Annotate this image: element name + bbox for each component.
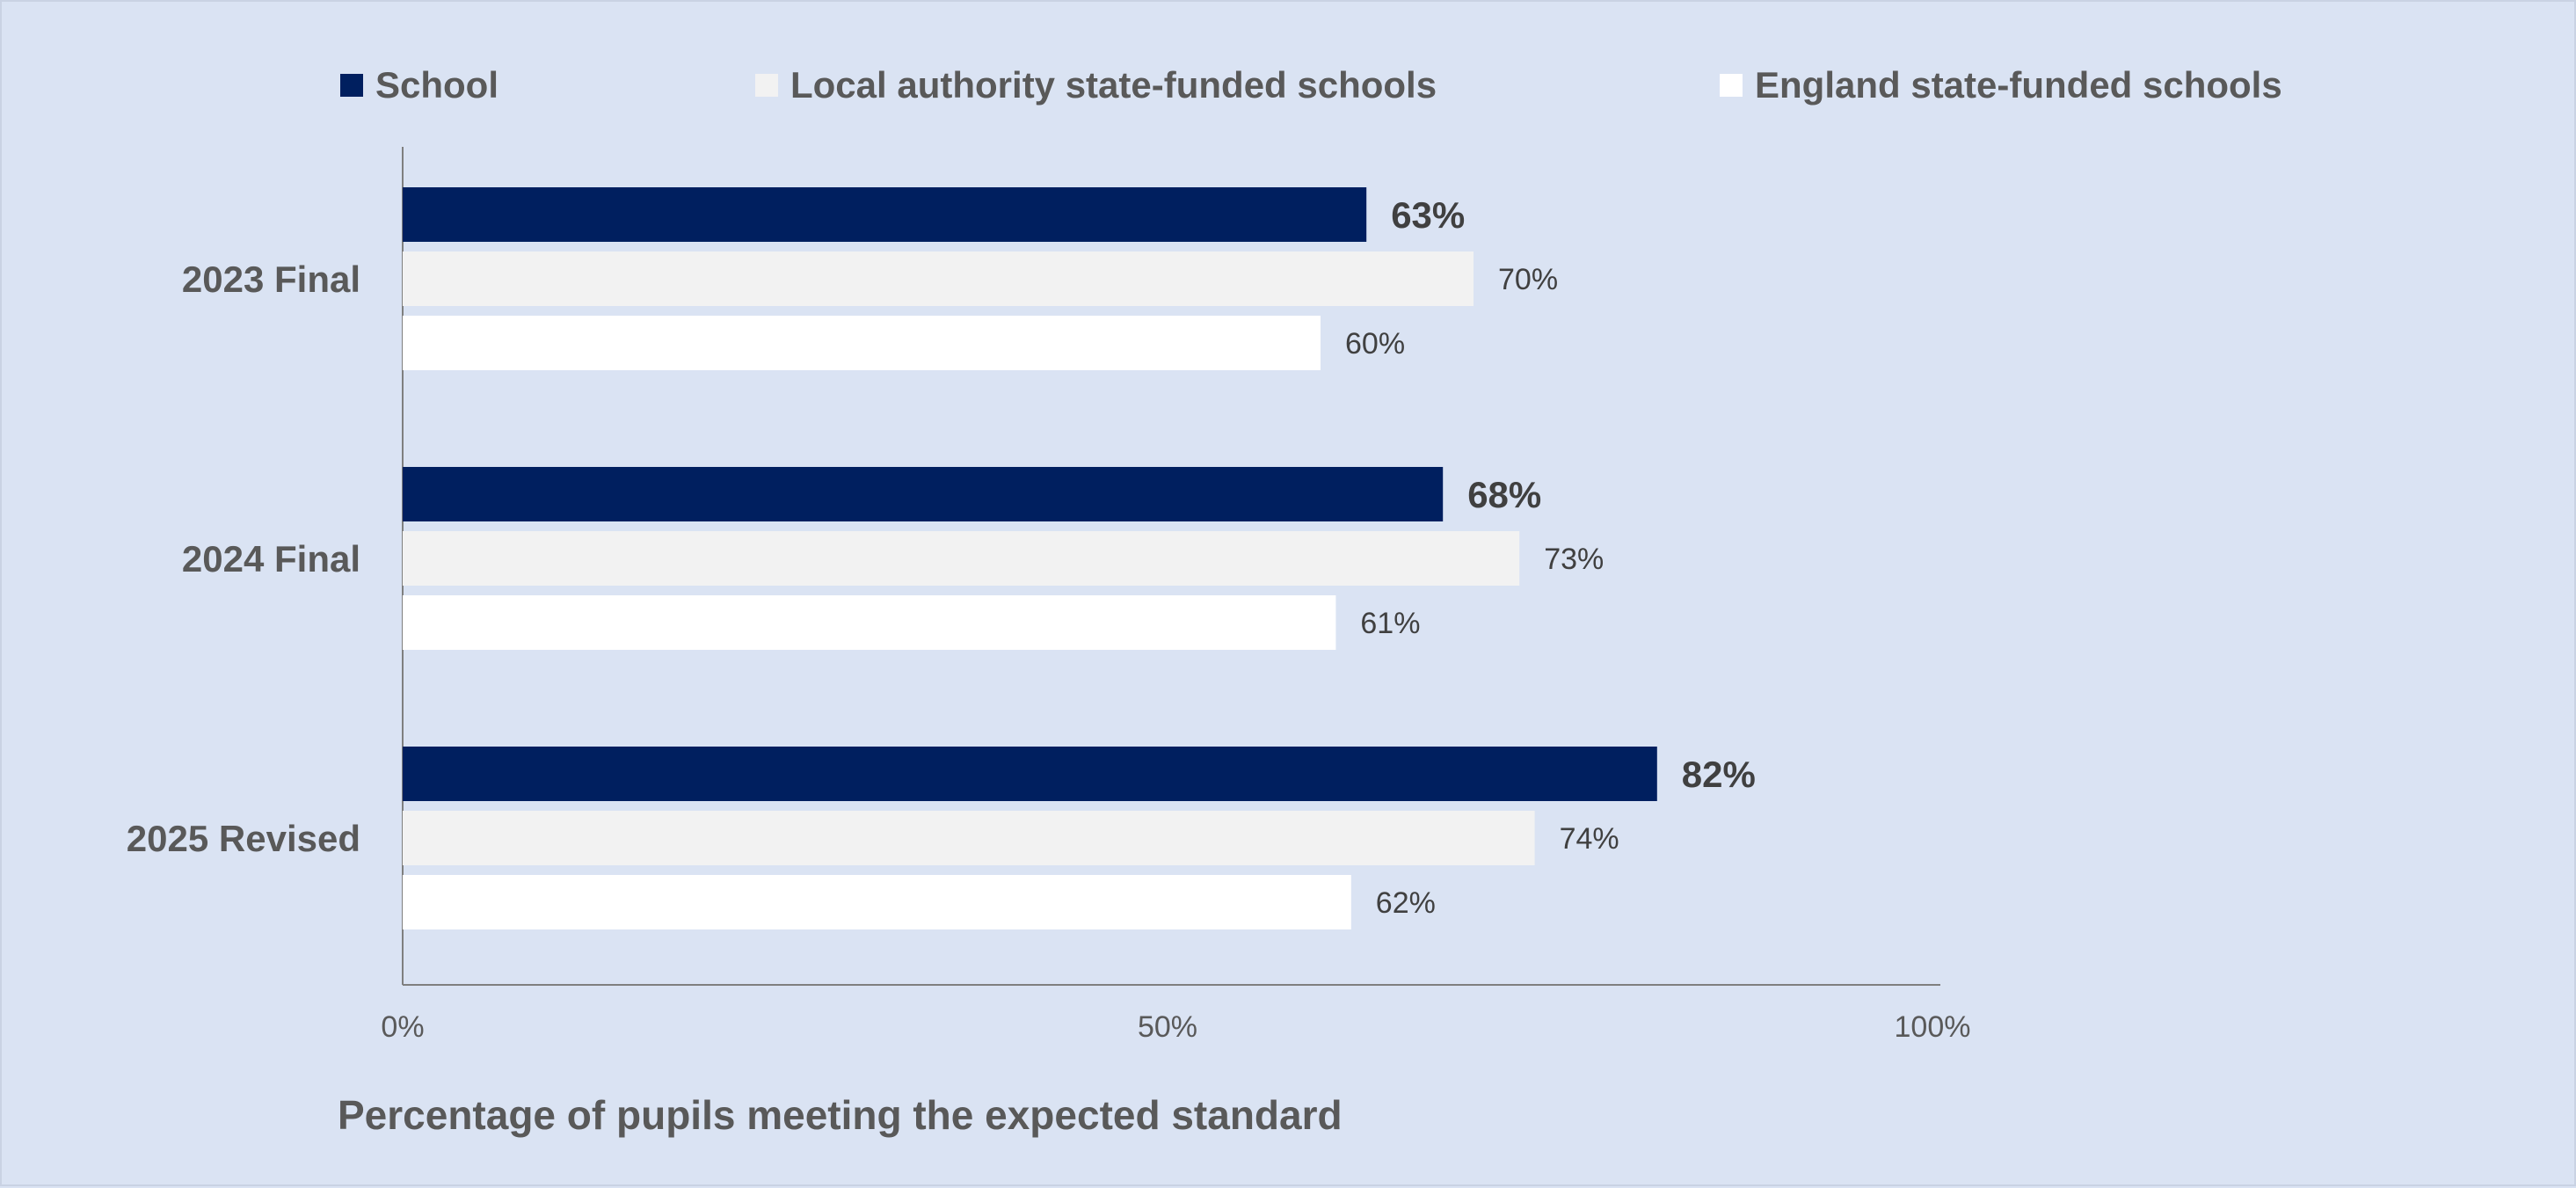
data-label-3-3: 62% xyxy=(1376,886,1436,920)
data-label-2-3: 74% xyxy=(1560,822,1619,856)
data-label-1-2: 68% xyxy=(1467,474,1541,515)
bar-1-1 xyxy=(403,187,1367,242)
data-label-3-1: 60% xyxy=(1345,327,1405,361)
legend-label-2: Local authority state-funded schools xyxy=(790,64,1437,106)
bar-3-2 xyxy=(403,595,1336,650)
legend-swatch-1 xyxy=(340,74,363,97)
data-label-3-2: 61% xyxy=(1360,607,1420,640)
legend-label-1: School xyxy=(375,64,498,106)
data-label-2-2: 73% xyxy=(1544,543,1604,576)
legend: School Local authority state-funded schoo… xyxy=(340,64,2282,106)
category-label-3: 2025 Revised xyxy=(127,818,360,859)
legend-swatch-3 xyxy=(1720,74,1743,97)
x-axis-title: Percentage of pupils meeting the expecte… xyxy=(338,1092,1343,1138)
bar-3-1 xyxy=(403,316,1321,370)
legend-label-3: England state-funded schools xyxy=(1755,64,2282,106)
data-label-1-1: 63% xyxy=(1391,194,1465,236)
legend-swatch-2 xyxy=(755,74,778,97)
x-tick-label-1: 0% xyxy=(381,1010,424,1044)
bar-1-2 xyxy=(403,467,1444,521)
bar-3-3 xyxy=(403,875,1351,929)
category-label-1: 2023 Final xyxy=(182,259,360,300)
bar-2-1 xyxy=(403,251,1474,306)
bar-2-2 xyxy=(403,531,1520,586)
data-label-2-1: 70% xyxy=(1498,263,1558,296)
x-tick-label-2: 50% xyxy=(1138,1010,1197,1044)
bar-1-3 xyxy=(403,747,1657,801)
category-label-2: 2024 Final xyxy=(182,538,360,579)
bar-2-3 xyxy=(403,811,1535,865)
x-tick-label-3: 100% xyxy=(1895,1010,1971,1044)
plot-area: 0% 50% 100% 63% 70% 60% 2023 Final 68%73% 61% 202… xyxy=(127,147,1971,1044)
data-label-1-3: 82% xyxy=(1682,754,1756,795)
